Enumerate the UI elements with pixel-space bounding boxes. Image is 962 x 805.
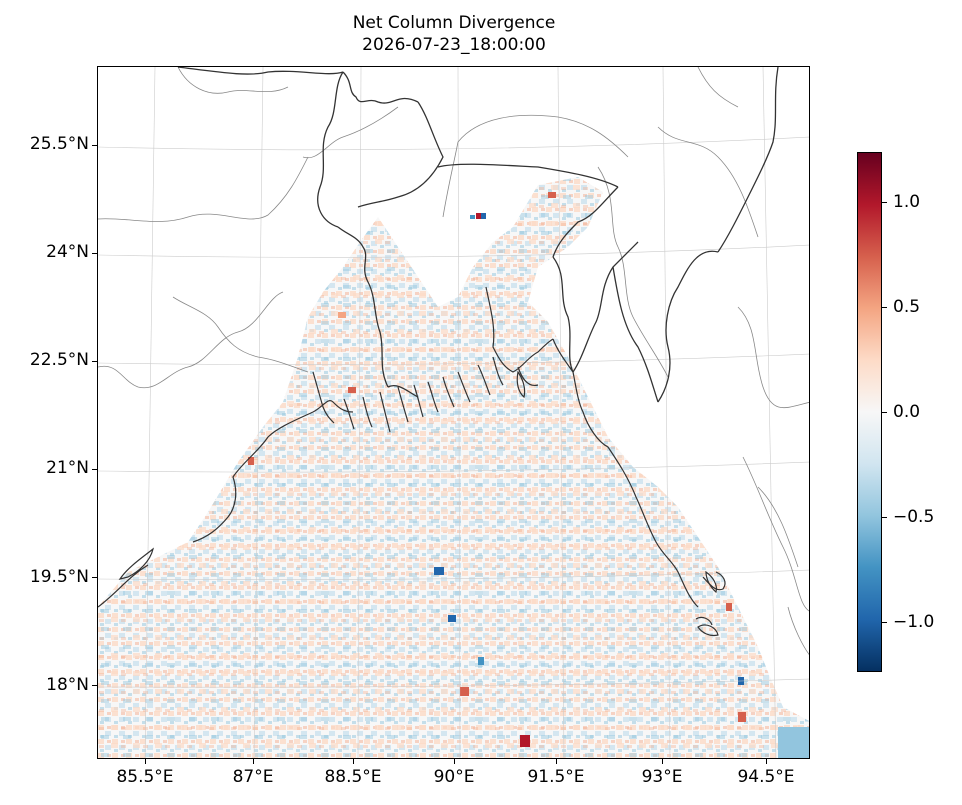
lat-tick-label: 22.5°N bbox=[29, 350, 89, 370]
islands bbox=[516, 370, 726, 637]
lon-tick-label: 94.5°E bbox=[737, 767, 795, 787]
lon-tick bbox=[253, 759, 254, 764]
lat-tick bbox=[92, 685, 97, 686]
colorbar-tick-label: 0.0 bbox=[893, 402, 921, 422]
colorbar-tick-label: −1.0 bbox=[893, 612, 935, 632]
lat-tick-label: 24°N bbox=[46, 242, 89, 262]
lat-tick bbox=[92, 361, 97, 362]
divergence-field-texture bbox=[98, 177, 809, 758]
lat-tick-label: 18°N bbox=[46, 675, 89, 695]
lat-tick bbox=[92, 469, 97, 470]
colorbar-tick bbox=[882, 412, 887, 413]
national-borders bbox=[177, 67, 779, 403]
lon-tick-label: 88.5°E bbox=[324, 767, 382, 787]
colorbar-tick-label: 0.5 bbox=[893, 297, 921, 317]
map-title: Net Column Divergence bbox=[352, 13, 556, 33]
coastline bbox=[98, 286, 699, 608]
lon-tick-label: 90°E bbox=[433, 767, 475, 787]
map-timestamp: 2026-07-23_18:00:00 bbox=[362, 35, 546, 55]
lon-tick-label: 85.5°E bbox=[116, 767, 174, 787]
colorbar-tick bbox=[882, 517, 887, 518]
map-panel bbox=[97, 66, 810, 759]
lon-tick bbox=[556, 759, 557, 764]
lon-tick-label: 93°E bbox=[641, 767, 683, 787]
lon-tick bbox=[454, 759, 455, 764]
lat-tick bbox=[92, 253, 97, 254]
divergence-map bbox=[98, 67, 809, 758]
colorbar-tick bbox=[882, 622, 887, 623]
colorbar-tick bbox=[882, 202, 887, 203]
colorbar bbox=[857, 152, 882, 672]
graticule bbox=[98, 67, 809, 758]
lon-tick-label: 91.5°E bbox=[527, 767, 585, 787]
lon-tick bbox=[145, 759, 146, 764]
colorbar-tick-label: 1.0 bbox=[893, 192, 921, 212]
lat-tick bbox=[92, 577, 97, 578]
colorbar-tick-label: −0.5 bbox=[893, 507, 935, 527]
lat-tick-label: 19.5°N bbox=[29, 567, 89, 587]
colorbar-tick bbox=[882, 307, 887, 308]
lat-tick bbox=[92, 145, 97, 146]
state-borders bbox=[98, 67, 809, 655]
lon-tick bbox=[353, 759, 354, 764]
lon-tick-label: 87°E bbox=[232, 767, 274, 787]
strong-anomalies bbox=[248, 192, 809, 758]
lon-tick bbox=[766, 759, 767, 764]
lat-tick-label: 25.5°N bbox=[29, 134, 89, 154]
lat-tick-label: 21°N bbox=[46, 458, 89, 478]
lon-tick bbox=[662, 759, 663, 764]
